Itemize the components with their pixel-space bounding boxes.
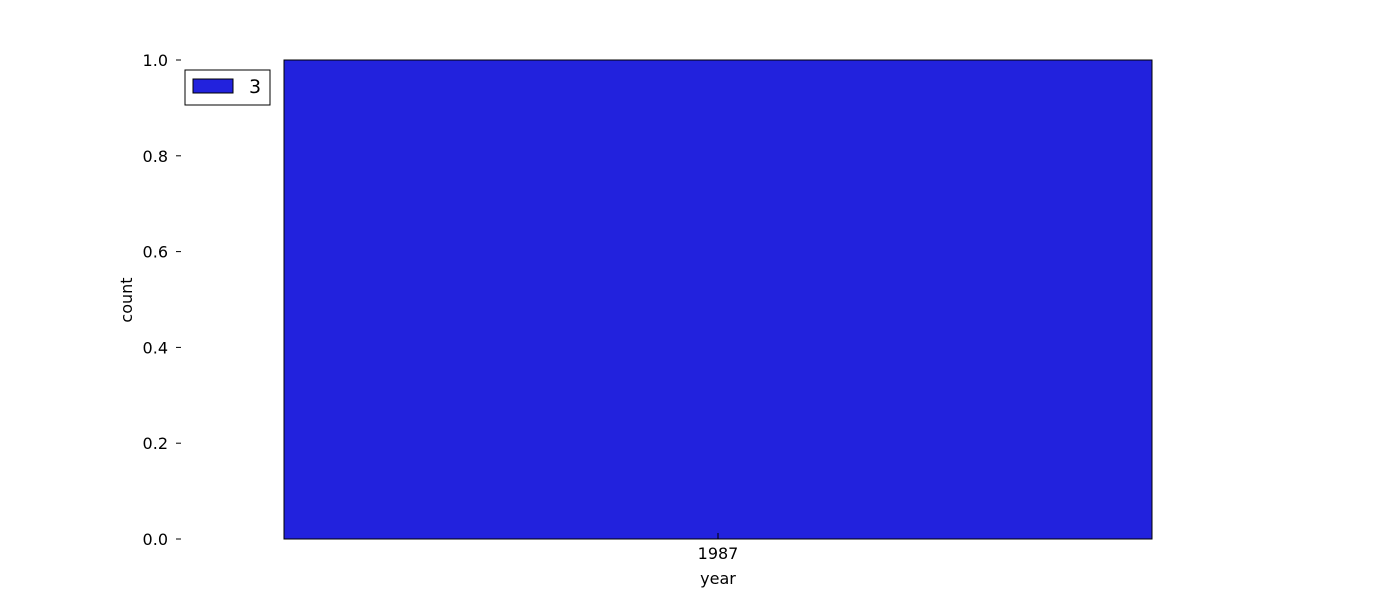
legend-label: 3 (249, 76, 261, 98)
bar-1987 (283, 59, 1153, 540)
x-tick-label: 1987 (698, 544, 739, 563)
legend-swatch (192, 78, 234, 94)
x-axis-label: year (700, 569, 736, 588)
y-tick-label: 0.8 (143, 147, 168, 166)
y-axis: 0.0 0.2 0.4 0.6 0.8 1.0 (143, 51, 181, 549)
y-tick-label: 0.0 (143, 530, 168, 549)
y-tick-label: 1.0 (143, 51, 168, 70)
x-axis: 1987 (698, 533, 739, 563)
y-tick-label: 0.6 (143, 243, 168, 262)
y-tick-label: 0.4 (143, 338, 168, 357)
y-tick-label: 0.2 (143, 434, 168, 453)
bars-layer (283, 59, 1153, 540)
y-axis-label: count (117, 277, 136, 322)
legend: 3 (184, 69, 271, 106)
